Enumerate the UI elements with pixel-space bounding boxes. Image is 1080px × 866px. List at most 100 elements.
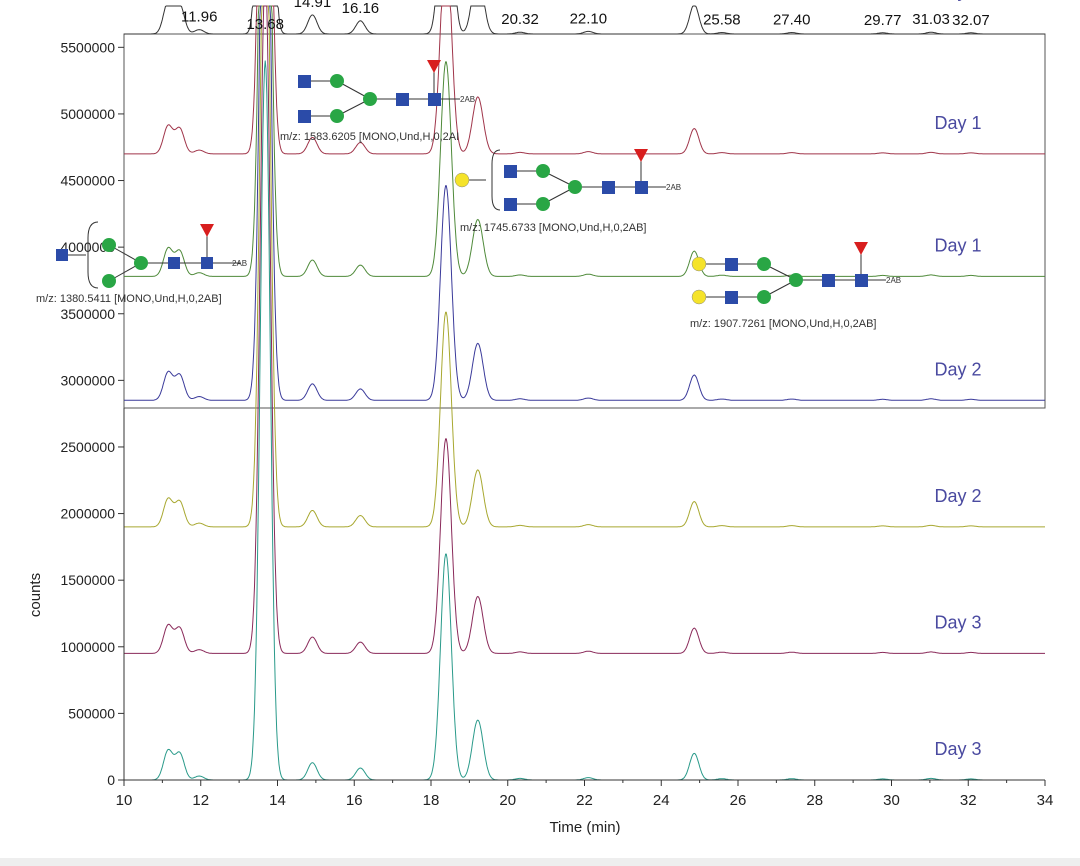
glycan-mz-label: m/z: 1583.6205 [MONO,Und,H,0,2AI bbox=[280, 131, 459, 143]
bottom-strip bbox=[0, 858, 1080, 866]
x-tick-label: 20 bbox=[499, 792, 516, 809]
glcnac-square-icon bbox=[602, 181, 615, 194]
mannose-circle-icon bbox=[757, 257, 771, 271]
y-tick-label: 3000000 bbox=[60, 372, 115, 388]
mannose-circle-icon bbox=[789, 273, 803, 287]
glycan-structure-1583: 2AB m/z: 1583.6205 [MONO,Und,H,0,2AI bbox=[280, 60, 475, 143]
glycan-annotations: 2AB m/z: 1380.5411 [MONO,Und,H,0,2AB] 2A… bbox=[36, 60, 901, 330]
x-tick-label: 18 bbox=[423, 792, 440, 809]
x-tick-label: 10 bbox=[116, 792, 133, 809]
series-label-4: Day 2 bbox=[934, 359, 981, 379]
x-tick-label: 14 bbox=[269, 792, 286, 809]
galactose-circle-icon bbox=[691, 256, 707, 272]
glycan-tag: 2AB bbox=[886, 276, 901, 285]
peak-label: 11.96 bbox=[181, 9, 217, 26]
mannose-circle-icon bbox=[102, 274, 116, 288]
series-line-4 bbox=[124, 5, 1045, 401]
x-tick-label: 16 bbox=[346, 792, 363, 809]
glcnac-square-icon bbox=[855, 274, 868, 287]
fucose-triangle-icon bbox=[634, 149, 648, 162]
y-axis-title: counts bbox=[27, 573, 44, 617]
y-tick-label: 5500000 bbox=[60, 39, 115, 55]
series-label-1: Day 1 bbox=[934, 0, 981, 1]
series-label-6: Day 3 bbox=[934, 612, 981, 632]
mannose-circle-icon bbox=[330, 109, 344, 123]
mannose-circle-icon bbox=[330, 74, 344, 88]
galactose-circle-icon bbox=[454, 172, 470, 188]
series-line-3 bbox=[124, 5, 1045, 277]
y-tick-label: 1000000 bbox=[60, 639, 115, 655]
series-line-6 bbox=[124, 5, 1045, 654]
series-label-2: Day 1 bbox=[934, 113, 981, 133]
x-tick-label: 30 bbox=[883, 792, 900, 809]
peak-label: 25.58 bbox=[703, 12, 741, 29]
fucose-triangle-icon bbox=[854, 242, 868, 255]
y-tick-label: 3500000 bbox=[60, 306, 115, 322]
peak-label: 20.32 bbox=[501, 11, 539, 28]
peak-label: 24.86 bbox=[675, 0, 713, 1]
y-tick-label: 0 bbox=[107, 772, 115, 788]
x-tick-label: 32 bbox=[960, 792, 977, 809]
glcnac-square-icon bbox=[635, 181, 648, 194]
y-tick-label: 1500000 bbox=[60, 572, 115, 588]
mannose-circle-icon bbox=[363, 92, 377, 106]
peak-label: 13.68 bbox=[246, 16, 284, 33]
series-line-7 bbox=[124, 60, 1045, 781]
series-label-7: Day 3 bbox=[934, 739, 981, 759]
overlay-frame bbox=[123, 33, 1046, 409]
glcnac-square-icon bbox=[201, 257, 213, 269]
x-tick-label: 26 bbox=[730, 792, 747, 809]
glycan-structure-1745: 2AB m/z: 1745.6733 [MONO,Und,H,0,2AB] bbox=[454, 149, 681, 234]
peak-label: 14.91 bbox=[294, 0, 332, 11]
series-line-5 bbox=[124, 5, 1045, 528]
peak-label: 16.16 bbox=[342, 0, 380, 17]
y-tick-label: 5000000 bbox=[60, 106, 115, 122]
x-tick-label: 22 bbox=[576, 792, 593, 809]
series-layer bbox=[124, 5, 1045, 781]
glcnac-square-icon bbox=[56, 249, 68, 261]
glcnac-square-icon bbox=[725, 291, 738, 304]
glycan-tag: 2AB bbox=[460, 95, 475, 104]
y-tick-label: 2000000 bbox=[60, 506, 115, 522]
mannose-circle-icon bbox=[536, 197, 550, 211]
galactose-circle-icon bbox=[691, 289, 707, 305]
mannose-circle-icon bbox=[134, 256, 148, 270]
x-tick-label: 34 bbox=[1037, 792, 1054, 809]
y-tick-label: 2500000 bbox=[60, 439, 115, 455]
series-line-1 bbox=[124, 5, 1045, 35]
mannose-circle-icon bbox=[568, 180, 582, 194]
x-tick-label: 12 bbox=[192, 792, 209, 809]
glycan-mz-label: m/z: 1907.7261 [MONO,Und,H,0,2AB] bbox=[690, 318, 876, 330]
fucose-triangle-icon bbox=[427, 60, 441, 73]
fucose-triangle-icon bbox=[200, 224, 214, 237]
glcnac-square-icon bbox=[168, 257, 180, 269]
y-tick-label: 4500000 bbox=[60, 173, 115, 189]
x-tick-label: 28 bbox=[806, 792, 823, 809]
mannose-circle-icon bbox=[536, 164, 550, 178]
glycan-tag: 2AB bbox=[666, 183, 681, 192]
glycan-tag: 2AB bbox=[232, 259, 247, 268]
peak-label: 31.03 bbox=[912, 11, 950, 28]
x-tick-label: 24 bbox=[653, 792, 670, 809]
glycan-mz-label: m/z: 1380.5411 [MONO,Und,H,0,2AB] bbox=[36, 293, 222, 305]
glcnac-square-icon bbox=[725, 258, 738, 271]
glcnac-square-icon bbox=[298, 110, 311, 123]
axes-layer: 10 12 14 16 18 20 22 24 26 28 30 32 34 0 500000 1000000… bbox=[60, 39, 1053, 809]
x-axis-title: Time (min) bbox=[549, 819, 620, 836]
glcnac-square-icon bbox=[504, 165, 517, 178]
peak-label: 27.40 bbox=[773, 12, 811, 29]
glcnac-square-icon bbox=[298, 75, 311, 88]
mannose-circle-icon bbox=[757, 290, 771, 304]
series-label-5: Day 2 bbox=[934, 486, 981, 506]
glcnac-square-icon bbox=[504, 198, 517, 211]
glcnac-square-icon bbox=[396, 93, 409, 106]
glcnac-square-icon bbox=[428, 93, 441, 106]
glycan-mz-label: m/z: 1745.6733 [MONO,Und,H,0,2AB] bbox=[460, 222, 646, 234]
glycan-structure-1907: 2AB m/z: 1907.7261 [MONO,Und,H,0,2AB] bbox=[690, 242, 901, 330]
glcnac-square-icon bbox=[822, 274, 835, 287]
glycan-structure-1380: 2AB m/z: 1380.5411 [MONO,Und,H,0,2AB] bbox=[36, 221, 247, 305]
peak-label: 29.77 bbox=[864, 12, 902, 29]
y-tick-label: 500000 bbox=[68, 705, 115, 721]
